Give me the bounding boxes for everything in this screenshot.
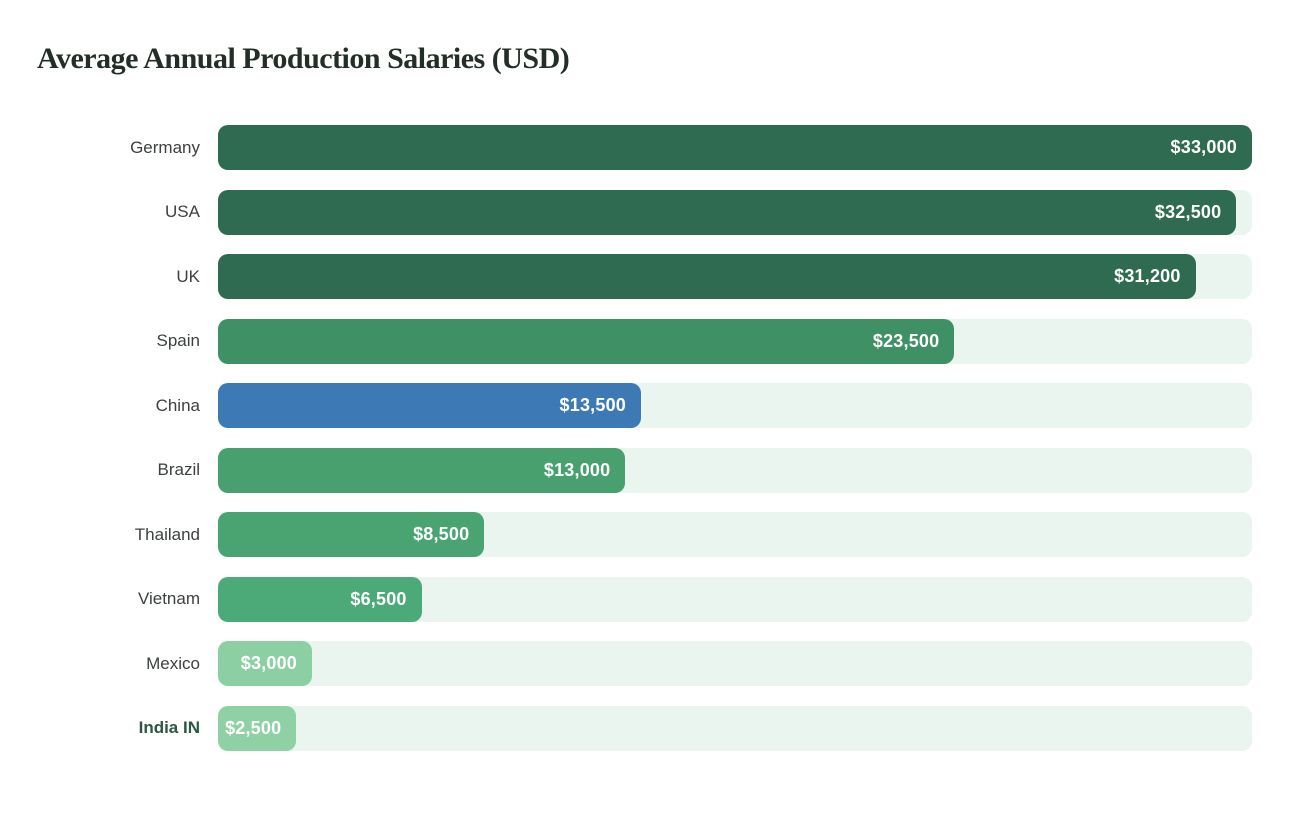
chart-plot-area: Germany $33,000 USA $32,500 UK $31,200 S… <box>0 125 1252 770</box>
chart-row: UK $31,200 <box>0 254 1252 299</box>
chart-row: Mexico $3,000 <box>0 641 1252 686</box>
bar-track: $31,200 <box>218 254 1252 299</box>
bar: $33,000 <box>218 125 1252 170</box>
chart-row: USA $32,500 <box>0 189 1252 235</box>
bar-value-label: $32,500 <box>1154 201 1222 222</box>
bar-value-label: $23,500 <box>872 330 940 351</box>
bar-track: $2,500 <box>218 705 1252 751</box>
bar-value-label: $13,000 <box>543 459 611 480</box>
chart-row: China $13,500 <box>0 383 1252 428</box>
bar: $31,200 <box>218 254 1196 299</box>
category-label: China <box>155 395 200 415</box>
category-label: Vietnam <box>137 589 200 608</box>
bar-track: $32,500 <box>218 189 1252 235</box>
bar-track: $33,000 <box>218 125 1252 170</box>
category-label: USA <box>165 202 200 221</box>
bar-track: $8,500 <box>218 512 1252 557</box>
chart-row: Vietnam $6,500 <box>0 576 1252 622</box>
bar-value-label: $2,500 <box>225 717 282 738</box>
bar-track: $13,500 <box>218 383 1252 428</box>
bar-value-label: $33,000 <box>1170 137 1237 157</box>
bar-value-label: $6,500 <box>350 588 407 609</box>
bar: $13,000 <box>218 447 626 493</box>
chart-title: Average Annual Production Salaries (USD) <box>37 42 570 75</box>
category-label: Mexico <box>146 653 200 673</box>
bar-value-label: $13,500 <box>559 395 626 415</box>
chart-row: India IN $2,500 <box>0 705 1252 751</box>
chart-row: Brazil $13,000 <box>0 447 1252 493</box>
chart-row: Germany $33,000 <box>0 125 1252 170</box>
bar: $2,500 <box>218 705 297 751</box>
bar: $3,000 <box>218 641 312 686</box>
category-label: Spain <box>156 331 200 350</box>
category-label: UK <box>176 266 200 286</box>
bar-value-label: $3,000 <box>240 653 297 673</box>
bar: $8,500 <box>218 512 485 557</box>
category-label: India IN <box>138 718 200 737</box>
category-label: Brazil <box>157 460 200 479</box>
bar: $13,500 <box>218 383 641 428</box>
category-label: Germany <box>130 137 200 157</box>
bar-track: $3,000 <box>218 641 1252 686</box>
bar: $32,500 <box>218 189 1237 235</box>
bar-track: $13,000 <box>218 447 1252 493</box>
bar-track: $23,500 <box>218 318 1252 364</box>
bar: $6,500 <box>218 576 422 622</box>
category-label: Thailand <box>134 524 200 544</box>
chart-row: Spain $23,500 <box>0 318 1252 364</box>
bar-value-label: $8,500 <box>413 524 470 544</box>
bar-value-label: $31,200 <box>1114 266 1181 286</box>
bar: $23,500 <box>218 318 955 364</box>
bar-track: $6,500 <box>218 576 1252 622</box>
chart-row: Thailand $8,500 <box>0 512 1252 557</box>
